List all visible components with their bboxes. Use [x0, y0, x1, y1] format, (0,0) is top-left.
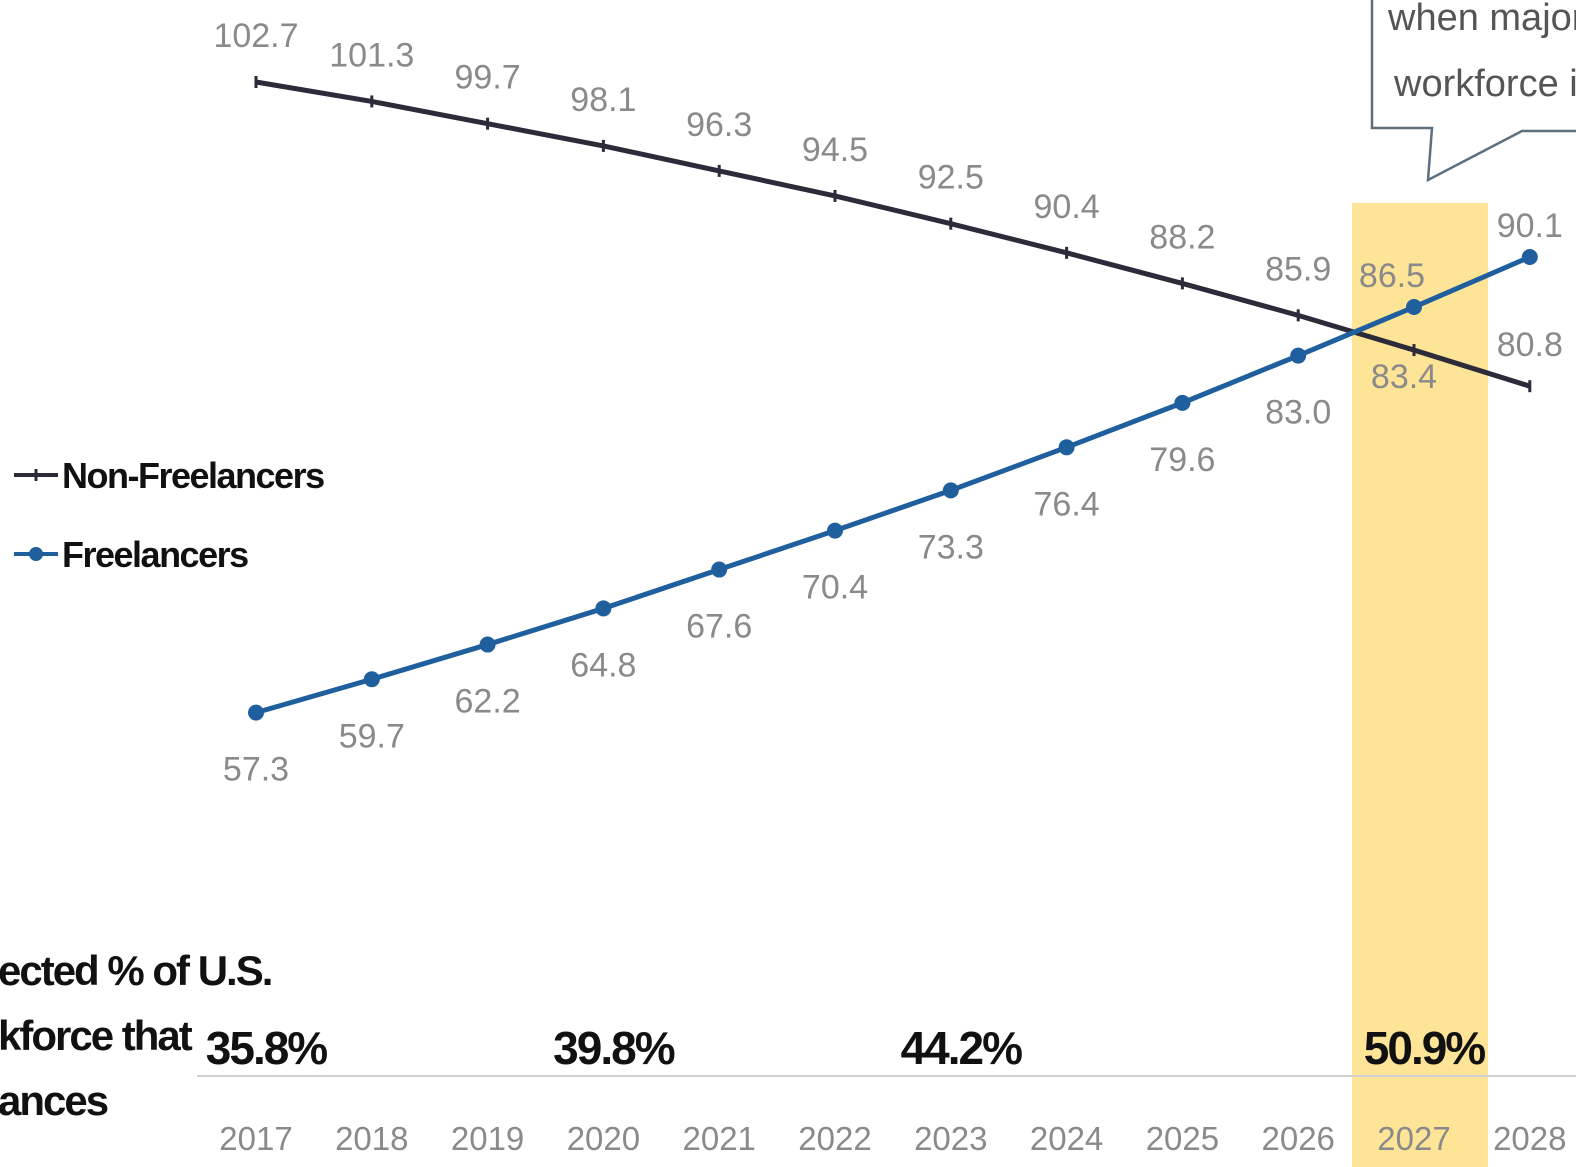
- freelancers-point: [1521, 249, 1538, 266]
- labels-layer: 102.7 101.3 99.7 98.1 96.3 94.5 92.5 90.4 88.2 85…: [213, 17, 1562, 789]
- freelancers-data-label: 59.7: [339, 717, 405, 755]
- non-freelancers-data-label: 92.5: [918, 159, 984, 197]
- freelancers-point: [248, 704, 264, 721]
- percent-label: 50.9%: [1364, 1022, 1486, 1074]
- x-tick-label: 2027: [1377, 1120, 1450, 1157]
- freelancers-line: [255, 254, 1531, 716]
- side-label-line-3: ances: [0, 1077, 108, 1124]
- non-freelancers-data-label: 96.3: [686, 106, 752, 144]
- freelancers-point: [1058, 439, 1075, 456]
- x-tick-label: 2019: [451, 1120, 524, 1157]
- freelancers-point: [479, 636, 496, 653]
- legend-swatch-marker: [29, 547, 43, 561]
- non-freelancers-line: [255, 79, 1531, 389]
- percent-label: 44.2%: [901, 1022, 1023, 1074]
- x-tick-label: 2026: [1261, 1120, 1334, 1157]
- non-freelancers-data-label: 83.4: [1371, 358, 1437, 396]
- percent-label: 35.8%: [206, 1022, 328, 1074]
- legend-label: Freelancers: [62, 534, 248, 575]
- freelancers-data-label: 83.0: [1265, 394, 1331, 432]
- non-freelancers-data-label: 88.2: [1149, 218, 1215, 256]
- freelancers-point: [595, 600, 612, 617]
- non-freelancers-data-label: 85.9: [1265, 250, 1331, 288]
- x-tick-label: 2028: [1493, 1120, 1566, 1157]
- freelancers-point: [942, 482, 959, 499]
- freelancers-point: [1406, 299, 1422, 316]
- percent-label: 39.8%: [553, 1022, 675, 1074]
- x-tick-label: 2020: [567, 1120, 640, 1157]
- callout-line-1: when majori: [1387, 0, 1576, 39]
- x-tick-label: 2018: [335, 1120, 408, 1157]
- side-label-line-1: ected % of U.S.: [0, 947, 271, 994]
- freelancers-data-label: 67.6: [686, 608, 752, 646]
- freelancers-data-label: 79.6: [1149, 441, 1215, 479]
- freelancers-data-label: 86.5: [1359, 257, 1425, 295]
- percent-labels: 35.8% 39.8% 44.2% 50.9%: [206, 1022, 1488, 1074]
- freelancers-point: [827, 522, 843, 539]
- x-tick-label: 2024: [1030, 1120, 1103, 1157]
- freelancers-point: [711, 561, 728, 578]
- x-tick-label: 2021: [682, 1120, 755, 1157]
- x-tick-label: 2022: [798, 1120, 871, 1157]
- freelancers-point: [1174, 394, 1191, 411]
- x-tick-label: 2017: [219, 1120, 292, 1157]
- side-label-line-2: kforce that: [0, 1012, 193, 1059]
- x-axis-tick-labels: 2017 2018 2019 2020 2021 2022 2023 2024 2025 2026…: [219, 1120, 1566, 1157]
- x-tick-label: 2023: [914, 1120, 987, 1157]
- x-tick-label: 2025: [1146, 1120, 1219, 1157]
- freelancers-data-label: 76.4: [1034, 485, 1100, 523]
- non-freelancers-data-label: 99.7: [455, 59, 521, 97]
- freelancers-point: [363, 671, 380, 688]
- freelancers-data-label: 62.2: [455, 683, 521, 721]
- non-freelancers-data-label: 102.7: [213, 17, 298, 55]
- callout-border: [1370, 0, 1576, 183]
- legend-label: Non-Freelancers: [62, 455, 324, 496]
- non-freelancers-data-label: 90.4: [1034, 188, 1100, 226]
- callout-line-2: workforce is: [1393, 63, 1576, 105]
- freelancers-data-label: 70.4: [802, 569, 868, 607]
- non-freelancers-data-label: 101.3: [329, 36, 414, 74]
- legend: Non-Freelancers Freelancers: [14, 455, 326, 575]
- non-freelancers-data-label: 98.1: [570, 81, 636, 119]
- side-label: ected % of U.S. kforce that ances: [0, 947, 273, 1124]
- freelancers-data-label: 64.8: [570, 646, 636, 684]
- non-freelancers-data-label: 80.8: [1497, 326, 1563, 364]
- freelancers-data-label: 57.3: [223, 751, 289, 789]
- freelancers-point: [1290, 347, 1307, 364]
- non-freelancers-data-label: 94.5: [802, 131, 868, 169]
- freelancers-data-label: 73.3: [918, 528, 984, 566]
- callout-box: when majori workforce is: [1370, 0, 1576, 183]
- freelancers-data-label: 90.1: [1497, 207, 1563, 245]
- series-layer: [248, 76, 1538, 721]
